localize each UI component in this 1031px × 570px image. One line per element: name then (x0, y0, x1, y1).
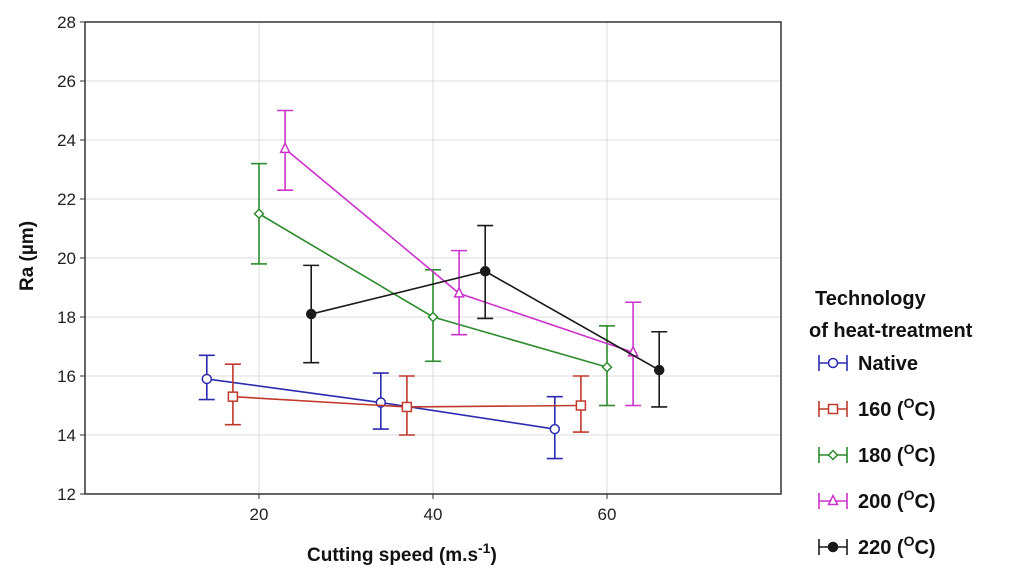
series-180 (251, 162, 615, 407)
legend-label: 200 (OC) (858, 487, 936, 513)
y-tick-label: 22 (57, 190, 76, 209)
y-ticks: 12 14 16 18 20 22 24 26 28 (57, 13, 85, 504)
legend-label: Native (858, 353, 918, 375)
data-point (653, 364, 665, 376)
legend-item: 220 (OC) (818, 533, 936, 559)
x-ticks: 20 40 60 (250, 494, 617, 524)
data-point (305, 308, 317, 320)
data-point (253, 208, 265, 220)
data-point (827, 357, 839, 369)
y-axis-title: Ra (µm) (17, 221, 38, 291)
legend-title-line2: of heat-treatment (809, 320, 973, 342)
series-group (198, 109, 668, 460)
legend-item: 180 (OC) (818, 441, 936, 467)
series-160 (224, 363, 589, 436)
y-tick-label: 20 (57, 249, 76, 268)
data-point (575, 400, 587, 411)
series-220 (303, 224, 668, 408)
x-tick-label: 60 (598, 505, 617, 524)
legend-item: 200 (OC) (818, 487, 936, 513)
legend-label: 220 (OC) (858, 533, 936, 559)
x-tick-label: 40 (424, 505, 443, 524)
data-point (827, 541, 839, 553)
data-point (549, 423, 561, 435)
gridlines (85, 21, 781, 495)
legend-label: 160 (OC) (858, 395, 936, 421)
data-point (401, 401, 413, 413)
y-tick-label: 24 (57, 131, 76, 150)
data-point (227, 391, 239, 402)
y-tick-label: 28 (57, 13, 76, 32)
legend-item: Native (818, 353, 918, 375)
series-native (198, 354, 563, 460)
legend-items: Native 160 (OC) 180 (OC) 200 (OC) 220 (OC) (818, 353, 936, 559)
data-point (827, 493, 839, 506)
data-point (427, 311, 439, 323)
data-point (827, 449, 839, 461)
data-point (453, 286, 465, 298)
legend-item: 160 (OC) (818, 395, 936, 421)
data-point (201, 373, 213, 385)
y-tick-label: 14 (57, 426, 76, 445)
y-tick-label: 26 (57, 72, 76, 91)
y-tick-label: 12 (57, 485, 76, 504)
data-point (479, 266, 491, 277)
legend-label: 180 (OC) (858, 441, 936, 467)
data-point (827, 403, 839, 415)
y-tick-label: 18 (57, 308, 76, 327)
legend: Technology of heat-treatment Native 160 (… (809, 288, 973, 559)
y-tick-label: 16 (57, 367, 76, 386)
legend-title-line1: Technology (815, 288, 927, 310)
x-axis-title: Cutting speed (m.s-1) (307, 540, 497, 566)
x-tick-label: 20 (250, 505, 269, 524)
data-point (601, 361, 613, 373)
data-point (279, 141, 291, 154)
